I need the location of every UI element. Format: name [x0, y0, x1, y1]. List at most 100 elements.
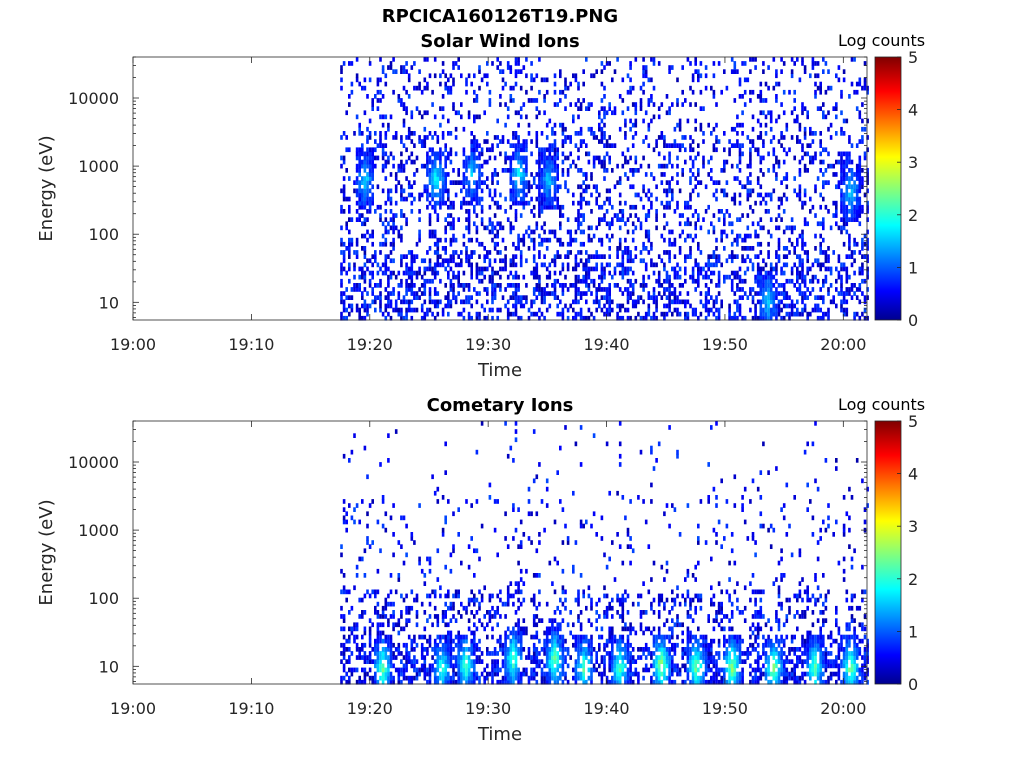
spectrogram-cell: [652, 291, 656, 296]
spectrogram-cell: [433, 229, 437, 235]
spectrogram-cell: [410, 675, 414, 681]
spectrogram-cell: [767, 287, 770, 292]
spectrogram-cell: [532, 429, 536, 434]
spectrogram-cell: [540, 675, 544, 681]
spectrogram-cell: [379, 299, 382, 305]
spectrogram-cell: [363, 307, 367, 313]
spectrogram-cell: [514, 147, 518, 153]
spectrogram-cell: [673, 126, 677, 132]
spectrogram-cell: [384, 262, 388, 268]
spectrogram-cell: [376, 184, 380, 190]
spectrogram-cell: [384, 270, 388, 276]
spectrogram-cell: [431, 172, 434, 177]
spectrogram-cell: [769, 266, 773, 272]
spectrogram-cell: [371, 155, 374, 161]
spectrogram-cell: [644, 192, 648, 198]
spectrogram-cell: [470, 151, 473, 157]
spectrogram-cell: [556, 172, 559, 177]
spectrogram-cell: [431, 196, 434, 202]
spectrogram-cell: [598, 139, 601, 144]
spectrogram-cell: [431, 159, 434, 165]
spectrogram-cell: [379, 77, 382, 83]
spectrogram-cell: [814, 295, 817, 300]
spectrogram-cell: [603, 85, 606, 91]
spectrogram-cell: [644, 135, 648, 140]
spectrogram-cell: [603, 254, 606, 259]
spectrogram-cell: [423, 581, 427, 586]
spectrogram-cell: [798, 262, 802, 268]
spectrogram-cell: [512, 131, 515, 136]
spectrogram-cell: [413, 143, 416, 148]
spectrogram-cell: [366, 147, 369, 153]
spectrogram-cell: [379, 667, 382, 673]
spectrogram-cell: [366, 176, 369, 181]
spectrogram-cell: [460, 667, 463, 673]
spectrogram-cell: [436, 258, 440, 264]
spectrogram-cell: [491, 614, 494, 619]
spectrogram-cell: [532, 229, 536, 235]
spectrogram-cell: [652, 85, 656, 91]
spectrogram-cell: [512, 634, 515, 640]
spectrogram-cell: [509, 311, 513, 317]
spectrogram-cell: [853, 180, 856, 185]
spectrogram-cell: [668, 151, 671, 157]
spectrogram-cell: [717, 270, 721, 276]
spectrogram-cell: [538, 274, 541, 280]
spectrogram-cell: [358, 311, 361, 317]
spectrogram-cell: [598, 217, 601, 222]
spectrogram-cell: [850, 172, 854, 177]
spectrogram-cell: [840, 163, 843, 169]
spectrogram-cell: [340, 225, 343, 231]
spectrogram-cell: [556, 250, 559, 255]
spectrogram-cell: [850, 57, 854, 62]
spectrogram-cell: [769, 278, 773, 284]
spectrogram-cell: [764, 315, 768, 321]
spectrogram-cell: [441, 527, 445, 533]
spectrogram-cell: [504, 642, 507, 648]
spectrogram-cell: [522, 172, 526, 177]
spectrogram-cell: [798, 233, 802, 239]
spectrogram-cell: [470, 589, 473, 595]
spectrogram-cell: [381, 675, 385, 681]
spectrogram-cell: [600, 237, 604, 243]
spectrogram-cell: [512, 536, 515, 541]
spectrogram-cell: [475, 192, 479, 198]
spectrogram-cell: [775, 291, 778, 296]
spectrogram-cell: [699, 311, 703, 317]
spectrogram-cell: [707, 258, 710, 264]
spectrogram-cell: [355, 77, 359, 83]
spectrogram-cell: [457, 291, 460, 296]
spectrogram-cell: [358, 675, 361, 681]
spectrogram-cell: [624, 246, 627, 251]
spectrogram-cell: [397, 229, 401, 235]
spectrogram-cell: [608, 287, 611, 292]
spectrogram-cell: [439, 647, 442, 652]
spectrogram-cell: [431, 663, 434, 669]
spectrogram-cell: [376, 98, 380, 103]
spectrogram-cell: [655, 213, 658, 218]
spectrogram-cell: [366, 180, 369, 185]
spectrogram-cell: [358, 307, 361, 313]
spectrogram-cell: [374, 605, 377, 611]
spectrogram-cell: [517, 188, 520, 194]
spectrogram-cell: [858, 266, 862, 272]
spectrogram-cell: [426, 168, 429, 173]
spectrogram-cell: [444, 515, 447, 521]
spectrogram-cell: [402, 102, 406, 107]
spectrogram-cell: [342, 642, 346, 648]
spectrogram-cell: [444, 73, 447, 79]
spectrogram-cell: [405, 106, 408, 111]
spectrogram-cell: [384, 254, 388, 259]
spectrogram-cell: [699, 122, 703, 128]
spectrogram-cell: [618, 315, 622, 321]
spectrogram-cell: [767, 151, 770, 157]
spectrogram-cell: [634, 246, 638, 251]
spectrogram-cell: [348, 458, 351, 463]
spectrogram-cell: [540, 192, 544, 198]
spectrogram-cell: [342, 614, 346, 619]
spectrogram-cell: [863, 126, 867, 132]
spectrogram-cell: [863, 155, 867, 161]
spectrogram-cell: [460, 204, 463, 210]
spectrogram-cell: [819, 106, 822, 111]
spectrogram-cell: [480, 204, 484, 210]
